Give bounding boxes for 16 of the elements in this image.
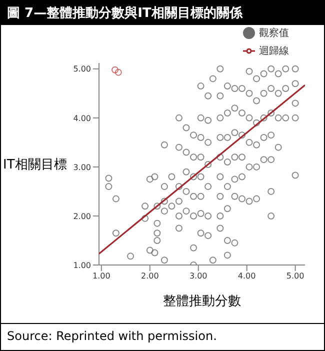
x-tick-label: 3.00 (189, 272, 208, 281)
y-tick-label: 4.00 (73, 114, 91, 123)
y-tick-label: 5.00 (73, 64, 91, 74)
y-tick-label: 3.00 (73, 162, 91, 172)
x-axis-title: 整體推動分數 (163, 294, 241, 309)
x-tick-label: 4.00 (238, 272, 256, 281)
x-tick-label: 2.00 (140, 272, 159, 281)
y-tick-label: 1.00 (73, 260, 91, 270)
x-tick-label: 1.00 (92, 272, 110, 281)
legend-label: 迴歸線 (259, 46, 289, 57)
legend-label: 觀察值 (259, 28, 289, 39)
x-tick-label: 5.00 (286, 272, 304, 281)
chart-title: 圖 7—整體推動分數與IT相關目標的關係 (1, 1, 324, 25)
y-tick-label: 2.00 (73, 212, 91, 221)
source-note: Source: Reprinted with permission. (1, 323, 324, 350)
y-axis-title: IT相關目標 (3, 158, 67, 173)
